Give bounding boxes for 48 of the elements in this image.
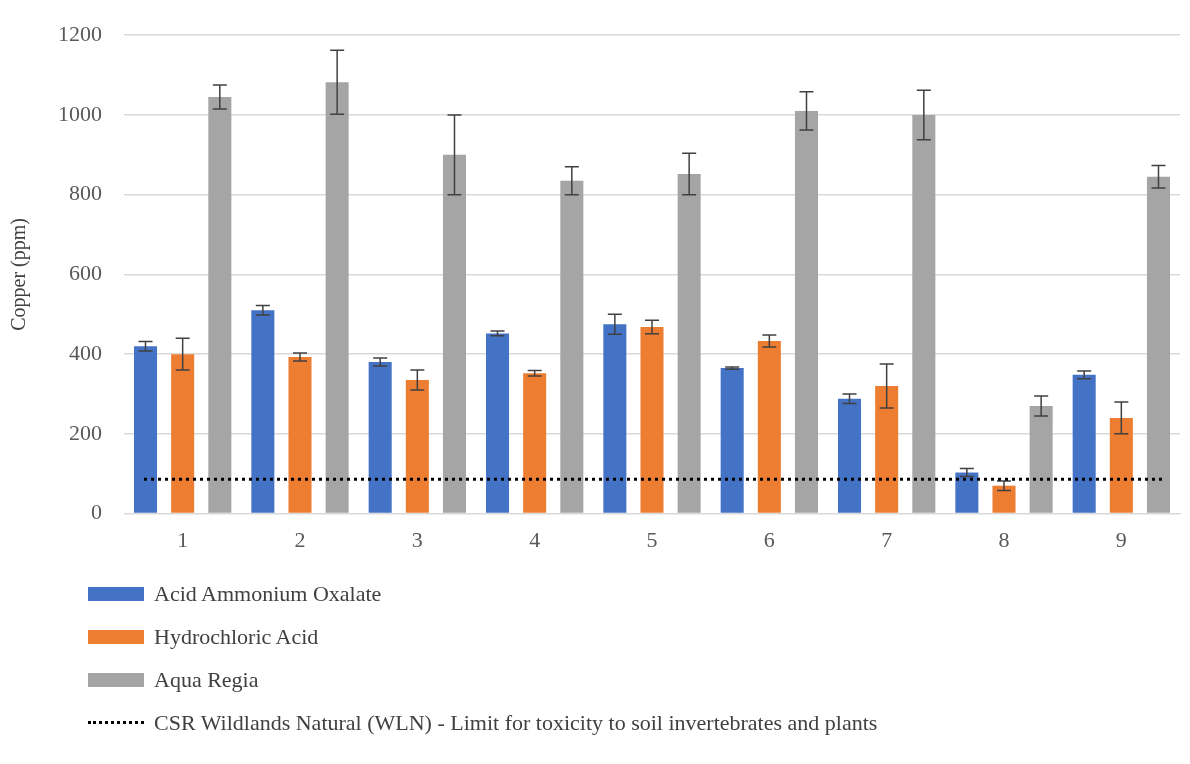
bar [133,346,158,513]
y-tick-label: 0 [91,499,102,525]
x-tick-label: 7 [881,526,893,552]
y-tick-label: 400 [69,339,102,365]
bar [1029,405,1053,513]
legend-label: CSR Wildlands Natural (WLN) - Limit for toxicity to soil invertebrates and plants [154,709,878,736]
x-tick-label: 2 [294,526,306,552]
bar [208,96,232,513]
bar [325,82,349,513]
bar [560,180,584,513]
bar [992,485,1016,513]
bar [171,354,195,513]
y-axis-title: Copper (ppm) [7,218,31,331]
bar [442,154,467,513]
x-tick-label: 5 [646,526,658,552]
bar [837,398,862,513]
bar [368,362,392,513]
bar [1109,417,1133,513]
y-tick-label: 1200 [58,20,102,46]
bar [912,114,936,513]
y-tick-label: 200 [69,419,102,445]
bar [757,340,781,513]
bar [603,324,627,513]
x-tick-label: 9 [1115,526,1127,552]
x-tick-label: 3 [411,526,423,552]
x-tick-label: 8 [998,526,1010,552]
legend-label: Aqua Regia [154,666,259,693]
bar [875,386,899,513]
bar [640,327,664,513]
bar [485,333,510,513]
y-tick-label: 600 [69,260,102,286]
x-tick-label: 4 [529,526,541,552]
bar [677,173,701,513]
bar [523,373,547,513]
legend-label: Acid Ammonium Oxalate [154,580,382,607]
y-tick-label: 1000 [58,100,102,126]
y-tick-label: 800 [69,180,102,206]
bar [288,356,312,513]
bar [955,472,979,513]
bar [1146,176,1171,513]
bar [720,368,744,513]
bar [405,380,429,513]
legend-label: Hydrochloric Acid [154,623,319,650]
x-tick-label: 6 [763,526,775,552]
bar [794,110,819,513]
bar [251,310,275,513]
x-tick-label: 1 [177,526,189,552]
bar [1072,374,1096,513]
